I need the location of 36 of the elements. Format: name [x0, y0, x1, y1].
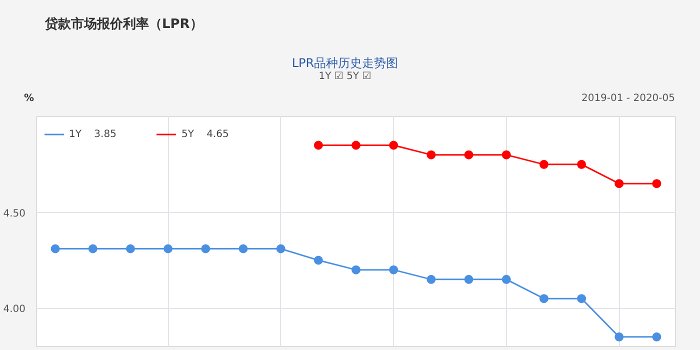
point	[539, 294, 548, 304]
point	[50, 244, 60, 254]
point	[502, 274, 511, 284]
point	[464, 150, 474, 160]
chart-subtitle: LPR品种历史走势图	[290, 55, 400, 72]
point	[238, 244, 248, 254]
point	[201, 244, 210, 254]
point	[164, 244, 173, 254]
point	[502, 150, 511, 160]
point	[389, 265, 398, 274]
point	[314, 256, 323, 265]
point	[614, 332, 624, 342]
point	[577, 160, 586, 169]
text: 1Y ☑ 5Y ☑	[318, 70, 372, 84]
point	[577, 294, 586, 304]
point	[352, 140, 360, 150]
point	[614, 179, 624, 188]
y-axis-title: %	[24, 92, 34, 106]
point	[352, 265, 360, 274]
y-tick-label: 4.00	[3, 304, 26, 316]
point	[652, 332, 662, 342]
point	[426, 150, 436, 160]
point	[426, 274, 436, 284]
point	[652, 179, 662, 188]
y-tick-label: 4.50	[3, 208, 26, 220]
legend-label: 1Y 3.85	[69, 128, 116, 140]
point	[464, 274, 474, 284]
point	[539, 160, 548, 169]
point	[88, 244, 98, 254]
text: 2019-01 - 2020-05	[581, 92, 675, 106]
point	[126, 244, 135, 254]
chart-title: 贷款市场报价利率（LPR）	[45, 16, 203, 34]
point	[276, 244, 286, 254]
legend-label: 5Y 4.65	[181, 128, 229, 140]
point	[314, 140, 323, 150]
point	[389, 140, 398, 150]
